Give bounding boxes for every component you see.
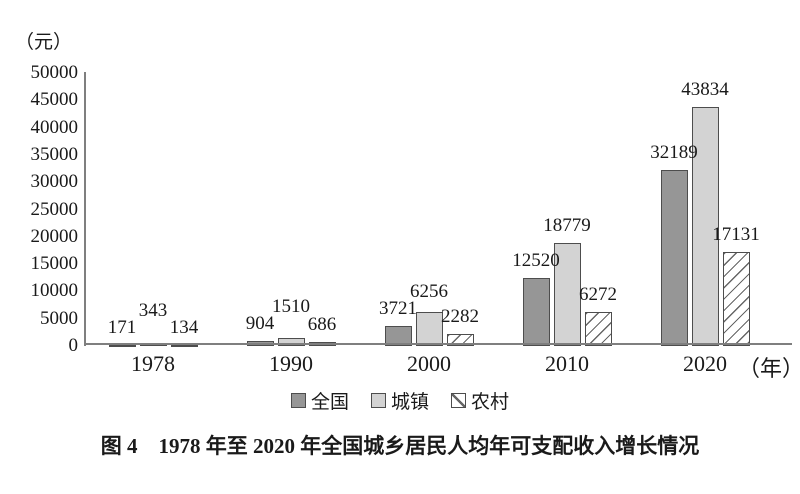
y-axis-unit-label: （元） — [15, 32, 73, 53]
legend-item-rural: 农村 — [451, 387, 509, 414]
x-tick-2020: 2020 — [683, 351, 727, 376]
value-label-national-2010: 12520 — [512, 250, 560, 271]
value-label-rural-1990: 686 — [307, 314, 337, 335]
value-label-urban-2020: 43834 — [681, 79, 729, 100]
y-tick-20000: 20000 — [30, 225, 79, 247]
value-label-rural-1978: 134 — [169, 317, 199, 338]
y-tick-35000: 35000 — [30, 143, 79, 165]
bar-national-2000 — [384, 326, 412, 346]
value-label-urban-1990: 1510 — [272, 296, 310, 317]
bar-urban-2000 — [415, 312, 443, 346]
value-label-urban-1978: 343 — [138, 300, 168, 321]
bar-rural-2020 — [722, 252, 750, 346]
y-tick-50000: 50000 — [30, 62, 79, 83]
chart-legend: 全国 城镇 农村 — [0, 387, 800, 414]
y-tick-45000: 45000 — [30, 89, 79, 111]
x-tick-2000: 2000 — [407, 351, 451, 376]
value-label-rural-2020: 17131 — [712, 224, 760, 245]
bar-national-2020 — [660, 170, 688, 346]
urban-swatch-icon — [370, 393, 386, 408]
bar-rural-1978 — [170, 345, 198, 347]
value-label-urban-2000: 6256 — [410, 281, 448, 302]
value-label-national-2020: 32189 — [650, 142, 698, 163]
x-tick-1978: 1978 — [131, 351, 175, 376]
rural-swatch-icon — [451, 393, 466, 408]
legend-label-urban: 城镇 — [390, 392, 429, 413]
x-tick-1990: 1990 — [269, 351, 313, 376]
value-label-urban-2010: 18779 — [543, 215, 591, 236]
legend-item-national: 全国 — [290, 387, 349, 414]
legend-label-rural: 农村 — [471, 392, 510, 413]
y-tick-0: 0 — [68, 335, 79, 356]
legend-item-urban: 城镇 — [370, 387, 429, 414]
x-axis-line — [84, 343, 792, 345]
value-label-national-1990: 904 — [245, 313, 275, 334]
y-tick-10000: 10000 — [30, 280, 79, 302]
value-label-national-1978: 171 — [107, 317, 137, 338]
bar-urban-1990 — [277, 338, 305, 346]
y-tick-25000: 25000 — [30, 198, 79, 220]
y-axis-line — [84, 72, 86, 346]
bar-national-1978 — [108, 345, 136, 347]
value-label-rural-2000: 2282 — [441, 306, 479, 327]
legend-label-national: 全国 — [310, 392, 349, 413]
x-axis-unit-label: （年） — [738, 356, 800, 381]
value-label-national-2000: 3721 — [379, 298, 417, 319]
y-tick-5000: 5000 — [40, 307, 78, 329]
y-tick-30000: 30000 — [30, 171, 79, 193]
y-tick-40000: 40000 — [30, 116, 79, 138]
national-swatch-icon — [290, 393, 306, 408]
bar-urban-2010 — [553, 243, 581, 346]
y-tick-15000: 15000 — [30, 253, 79, 275]
bar-national-2010 — [522, 278, 550, 346]
bar-urban-2020 — [691, 107, 719, 346]
figure-caption: 图 4 1978 年至 2020 年全国城乡居民人均年可支配收入增长情况 — [100, 434, 700, 458]
value-label-rural-2010: 6272 — [579, 284, 617, 305]
x-tick-2010: 2010 — [545, 351, 589, 376]
bar-rural-2010 — [584, 312, 612, 346]
